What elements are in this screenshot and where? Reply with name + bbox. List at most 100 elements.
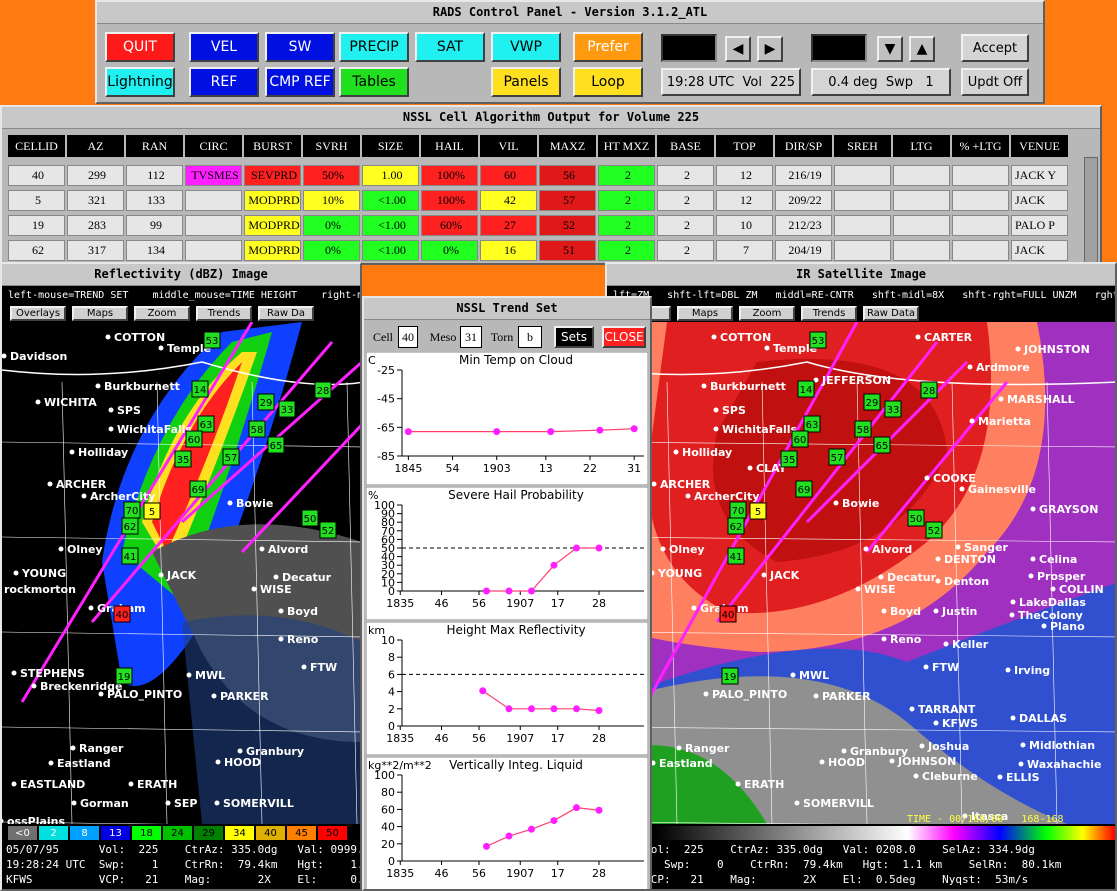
place-label: GRAYSON: [1039, 503, 1098, 516]
arrow-button[interactable]: ▲: [909, 36, 935, 62]
table-cell: 2: [598, 240, 655, 261]
panel-button[interactable]: Tables: [339, 67, 409, 97]
cell-label: 33: [887, 405, 900, 416]
cell-marker: [174, 450, 192, 468]
panel-button[interactable]: VWP: [491, 32, 561, 62]
sets-button[interactable]: Sets: [554, 326, 594, 348]
place-dot: [685, 493, 691, 499]
toolbar-button[interactable]: Maps: [72, 306, 128, 321]
place-dot: [691, 605, 697, 611]
county-line: [607, 726, 1115, 733]
place-dot: [128, 781, 134, 787]
table-cell: [185, 215, 242, 236]
place-label: FTW: [310, 661, 337, 674]
cell-marker: [863, 393, 881, 411]
toolbar-button[interactable]: Overlays: [10, 306, 66, 321]
place-label: Bowie: [842, 497, 879, 510]
panel-button[interactable]: REF: [189, 67, 259, 97]
place-dot: [186, 672, 192, 678]
toolbar-button[interactable]: Maps: [677, 306, 733, 321]
input-box[interactable]: [811, 34, 867, 62]
panel-button[interactable]: Lightning: [105, 67, 175, 97]
trend-control[interactable]: 40: [398, 326, 418, 348]
time-bar: TIME - 00/168/00 168-168: [907, 814, 1064, 825]
panel-button[interactable]: VEL: [189, 32, 259, 62]
place-label: Denton: [944, 575, 989, 588]
table-cell: [952, 165, 1009, 186]
place-dot: [158, 345, 164, 351]
sweep-display: 0.4 deg Swp 1: [811, 68, 951, 96]
cell-label: 52: [322, 526, 335, 537]
toolbar-button[interactable]: Trends: [801, 306, 857, 321]
panel-button[interactable]: SW: [265, 32, 335, 62]
place-label: ArcherCity: [694, 490, 759, 503]
y-tick-label: 10: [381, 576, 395, 589]
toolbar-button[interactable]: Zoom: [739, 306, 795, 321]
place-label: Reno: [287, 633, 319, 646]
reflectivity-window: Reflectivity (dBZ) Image left-mouse=TREND…: [0, 262, 362, 891]
place-label: Gorman: [80, 797, 129, 810]
panel-button[interactable]: Panels: [491, 67, 561, 97]
trend-point: [596, 426, 604, 434]
cell-marker: [719, 605, 737, 623]
trend-control[interactable]: b: [518, 326, 542, 348]
place-dot: [703, 691, 709, 697]
input-box[interactable]: [661, 34, 717, 62]
panel-button[interactable]: CMP REF: [265, 67, 335, 97]
cell-label: 28: [923, 386, 936, 397]
panel-button[interactable]: Prefer: [573, 32, 643, 62]
action-button[interactable]: Updt Off: [961, 68, 1029, 96]
x-tick-label: 28: [592, 867, 606, 880]
toolbar-button[interactable]: Zoom: [134, 306, 190, 321]
arrow-button[interactable]: ▼: [877, 36, 903, 62]
table-cell: [952, 215, 1009, 236]
trend-point: [404, 428, 412, 436]
y-tick-label: 2: [388, 703, 395, 716]
trend-control[interactable]: 31: [460, 326, 482, 348]
close-button[interactable]: CLOSE: [602, 326, 646, 348]
place-label: ossPlains: [7, 815, 66, 824]
toolbar-button[interactable]: Trends: [196, 306, 252, 321]
arrow-button[interactable]: ▶: [757, 36, 783, 62]
place-label: Irving: [1014, 664, 1050, 677]
place-dot: [764, 345, 770, 351]
place-label: DENTON: [944, 553, 996, 566]
place-dot: [761, 572, 767, 578]
panel-button[interactable]: Loop: [573, 67, 643, 97]
cell-marker: [222, 448, 240, 466]
panel-button[interactable]: PRECIP: [339, 32, 409, 62]
place-label: JOHNSTON: [1023, 343, 1090, 356]
place-dot: [13, 570, 19, 576]
trend-control: Torn: [490, 329, 514, 344]
action-button[interactable]: Accept: [961, 34, 1029, 62]
y-tick-label: 10: [381, 634, 395, 647]
toolbar-button[interactable]: Raw Da: [258, 306, 314, 321]
scale-swatch: <0: [8, 826, 37, 840]
column-header: DIR/SP: [775, 135, 832, 157]
place-label: WICHITA: [44, 396, 97, 409]
chart-title: Severe Hail Probability: [448, 488, 584, 502]
cell-marker: [278, 400, 296, 418]
arrow-button[interactable]: ◀: [725, 36, 751, 62]
scrollbar[interactable]: [1084, 157, 1098, 263]
column-header: CELLID: [8, 135, 65, 157]
place-dot: [959, 486, 965, 492]
x-tick-label: 31: [627, 462, 641, 475]
cell-marker: [257, 393, 275, 411]
cell-marker: [809, 331, 827, 349]
cell-label: 40: [722, 610, 735, 621]
place-label: HOOD: [828, 756, 865, 769]
place-label: Joshua: [927, 740, 969, 753]
cell-marker: [197, 415, 215, 433]
table-cell: 60%: [421, 215, 478, 236]
place-label: JEFFERSON: [821, 374, 891, 387]
cell-table-window: NSSL Cell Algorithm Output for Volume 22…: [0, 105, 1102, 265]
place-dot: [969, 418, 975, 424]
toolbar-button[interactable]: Raw Data: [863, 306, 919, 321]
panel-button[interactable]: QUIT: [105, 32, 175, 62]
y-tick-label: 40: [381, 551, 395, 564]
table-cell: MODPRD: [244, 215, 301, 236]
panel-button[interactable]: SAT: [415, 32, 485, 62]
place-dot: [651, 481, 657, 487]
